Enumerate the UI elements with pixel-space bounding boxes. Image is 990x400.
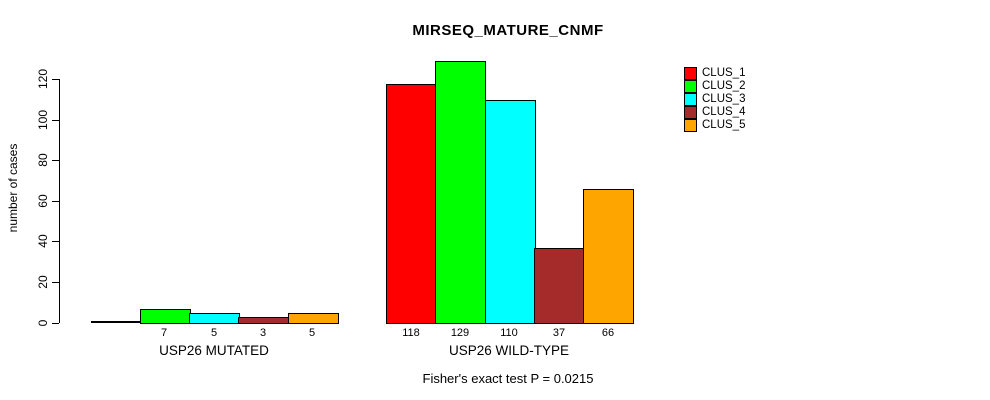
y-tick-mark [52,79,59,80]
bar-clus_5-group2 [583,189,634,324]
bar-clus_2-group2 [435,61,486,324]
y-tick-label: 0 [36,319,50,327]
legend-label-clus_1: CLUS_1 [702,67,746,79]
legend-label-clus_3: CLUS_3 [702,93,746,105]
bar-value-label: 3 [259,327,267,339]
legend-swatch-clus_5 [684,119,697,132]
y-tick-mark [52,323,59,324]
legend-swatch-clus_4 [684,106,697,119]
fisher-test-annotation: Fisher's exact test P = 0.0215 [422,371,594,386]
y-axis-label: number of cases [6,143,20,233]
bar-value-label: 110 [500,327,518,339]
y-tick-label: 80 [36,153,50,167]
bar-clus_4-group2 [534,248,585,324]
bar-value-label: 129 [450,327,470,339]
y-tick-mark [52,241,59,242]
y-tick-label: 100 [36,109,50,131]
y-tick-label: 20 [36,275,50,289]
bar-value-label: 66 [601,327,615,339]
bar-value-label: 37 [552,327,566,339]
y-tick-mark [52,282,59,283]
y-tick-mark [52,120,59,121]
y-tick-label: 60 [36,194,50,208]
bar-clus_3-group2 [485,100,536,324]
legend-label-clus_2: CLUS_2 [702,80,746,92]
bar-value-label: 118 [402,327,420,339]
y-axis-line [59,79,60,323]
legend-swatch-clus_3 [684,93,697,106]
bar-clus_4-group1 [238,317,289,324]
legend-label-clus_5: CLUS_5 [702,119,746,131]
bar-value-label: 7 [160,327,168,339]
legend-label-clus_4: CLUS_4 [702,106,746,118]
y-tick-label: 40 [36,234,50,248]
bar-value-label: 5 [308,327,316,339]
bar-value-label: 5 [210,327,218,339]
legend-swatch-clus_2 [684,80,697,93]
legend-swatch-clus_1 [684,67,697,80]
bar-clus_1-group1 [91,321,142,323]
bar-clus_3-group1 [189,313,240,324]
chart-title: MIRSEQ_MATURE_CNMF [412,22,604,39]
y-tick-label: 120 [36,68,50,90]
y-tick-mark [52,201,59,202]
bar-clus_2-group1 [140,309,191,324]
x-category-label: USP26 WILD-TYPE [448,343,570,358]
bar-clus_1-group2 [386,84,437,324]
bar-clus_5-group1 [288,313,339,324]
x-category-label: USP26 MUTATED [159,343,269,358]
y-tick-mark [52,160,59,161]
